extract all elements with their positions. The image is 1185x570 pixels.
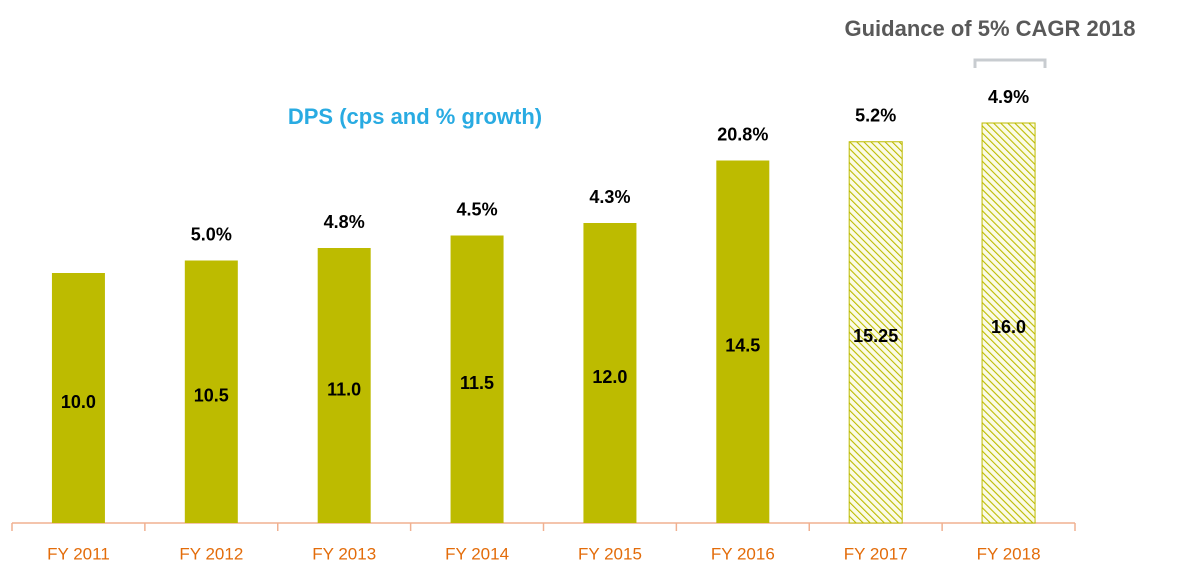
bar [716,160,770,523]
x-tick-label: FY 2014 [445,544,509,563]
value-label: 11.0 [327,379,361,399]
x-tick-label: FY 2016 [711,544,775,563]
x-tick-label: FY 2012 [179,544,243,563]
bar [450,235,504,523]
chart-subtitle: Guidance of 5% CAGR 2018 [845,16,1136,41]
growth-label: 5.2% [855,106,896,126]
value-label: 16.0 [991,317,1026,337]
value-label: 15.25 [853,326,898,346]
chart-title: DPS (cps and % growth) [288,104,542,129]
growth-label: 4.5% [457,199,498,219]
value-label: 10.0 [61,392,96,412]
bar [51,273,105,523]
bar [848,141,903,524]
growth-label: 5.0% [191,224,232,244]
x-tick-label: FY 2011 [47,544,110,563]
value-label: 14.5 [725,336,760,356]
growth-label: 4.9% [988,87,1029,107]
growth-label: 4.3% [589,187,630,207]
bar [981,122,1036,524]
x-tick-label: FY 2013 [312,544,376,563]
value-label: 11.5 [460,373,494,393]
x-tick-label: FY 2017 [844,544,908,563]
growth-label: 20.8% [717,124,768,144]
bar [583,223,637,523]
growth-label: 4.8% [324,212,365,232]
value-label: 12.0 [592,367,627,387]
x-tick-label: FY 2018 [977,544,1041,563]
bar [317,248,371,523]
value-label: 10.5 [194,386,229,406]
x-tick-label: FY 2015 [578,544,642,563]
bracket [973,58,1047,68]
bar [184,260,238,523]
